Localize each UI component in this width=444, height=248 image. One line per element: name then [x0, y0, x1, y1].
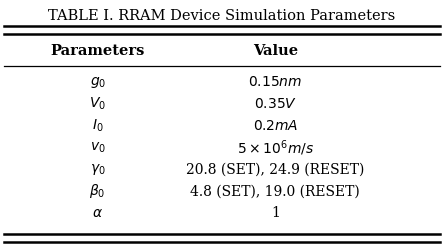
Text: $g_0$: $g_0$ [90, 75, 106, 90]
Text: TABLE I. RRAM Device Simulation Parameters: TABLE I. RRAM Device Simulation Paramete… [48, 9, 396, 23]
Text: $I_0$: $I_0$ [92, 118, 103, 134]
Text: Value: Value [253, 44, 298, 58]
Text: $v_0$: $v_0$ [90, 141, 106, 155]
Text: $V_0$: $V_0$ [89, 96, 106, 112]
Text: $0.2mA$: $0.2mA$ [253, 119, 298, 133]
Text: $0.35V$: $0.35V$ [254, 97, 297, 111]
Text: $\gamma_0$: $\gamma_0$ [90, 162, 106, 177]
Text: 4.8 (SET), 19.0 (RESET): 4.8 (SET), 19.0 (RESET) [190, 185, 360, 198]
Text: $5 \times 10^6 m/s$: $5 \times 10^6 m/s$ [237, 138, 314, 158]
Text: 20.8 (SET), 24.9 (RESET): 20.8 (SET), 24.9 (RESET) [186, 163, 365, 177]
Text: 1: 1 [271, 206, 280, 220]
Text: $0.15nm$: $0.15nm$ [248, 75, 302, 89]
Text: $\beta_0$: $\beta_0$ [90, 183, 106, 200]
Text: $\alpha$: $\alpha$ [92, 206, 103, 220]
Text: Parameters: Parameters [51, 44, 145, 58]
